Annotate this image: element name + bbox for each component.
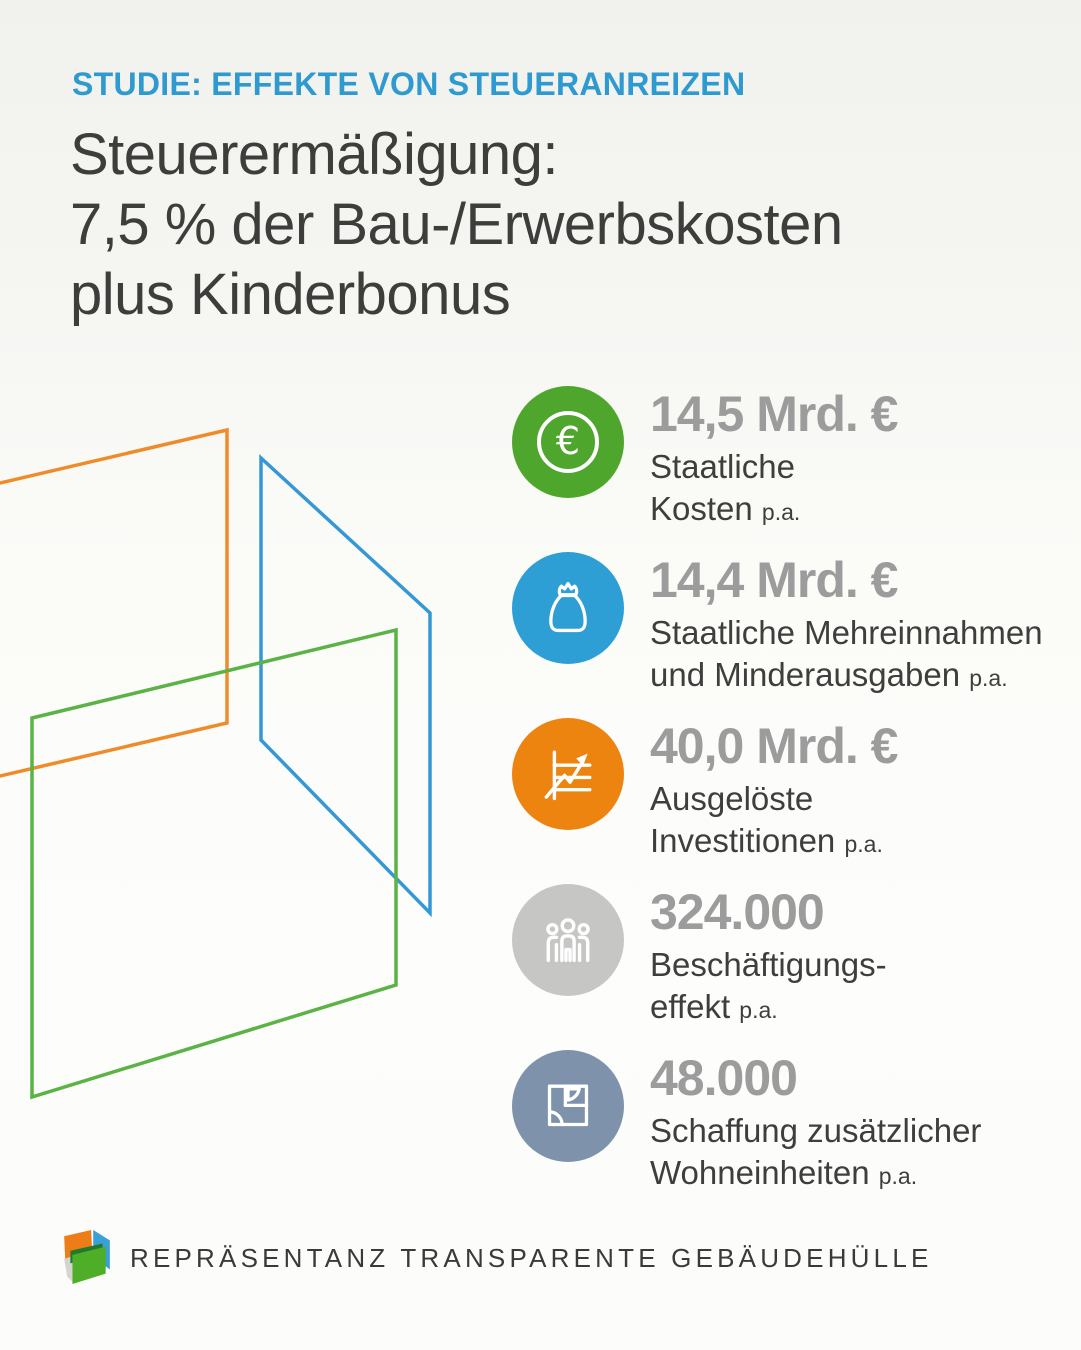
- per-annum-suffix: p.a.: [739, 997, 778, 1023]
- page-title: Steuerermäßigung: 7,5 % der Bau-/Erwerbs…: [70, 120, 843, 330]
- desc-text: Wohneinheiten: [650, 1154, 870, 1191]
- stat-desc-line-2: Kosten p.a.: [650, 488, 897, 533]
- money-bag-glyph: [549, 581, 587, 633]
- desc-text: effekt: [650, 988, 731, 1025]
- per-annum-suffix: p.a.: [969, 665, 1008, 691]
- desc-text: Investitionen: [650, 822, 836, 859]
- stat-text: 48.000 Schaffung zusätzlicher Wohneinhei…: [650, 1050, 981, 1197]
- logo-gray-facet: [64, 1255, 73, 1282]
- stat-text: 40,0 Mrd. € Ausgelöste Investitionen p.a…: [650, 718, 898, 865]
- stat-row-state-costs: € 14,5 Mrd. € Staatliche Kosten p.a.: [512, 386, 1072, 533]
- title-line-2: 7,5 % der Bau-/Erwerbskosten: [70, 192, 843, 257]
- money-bag-icon: [512, 552, 624, 664]
- stat-value: 48.000: [650, 1050, 798, 1106]
- growth-chart-glyph: [544, 750, 592, 801]
- floor-plan-icon: [512, 1050, 624, 1162]
- stat-desc-line-1: Beschäftigungs-: [650, 946, 887, 983]
- study-kicker: STUDIE: EFFEKTE VON STEUERANREIZEN: [72, 66, 746, 102]
- title-line-1: Steuerermäßigung:: [70, 122, 558, 187]
- logo-green-facet: [72, 1246, 106, 1284]
- stat-desc-line-2: und Minderausgaben p.a.: [650, 654, 1043, 699]
- desc-text: und Minderausgaben: [650, 656, 961, 693]
- stat-value: 324.000: [650, 884, 825, 940]
- stats-list: € 14,5 Mrd. € Staatliche Kosten p.a. 14,…: [512, 386, 1072, 1216]
- stat-row-investments: 40,0 Mrd. € Ausgelöste Investitionen p.a…: [512, 718, 1072, 865]
- stat-text: 14,5 Mrd. € Staatliche Kosten p.a.: [650, 386, 898, 533]
- stat-value: 14,5 Mrd. €: [650, 386, 898, 442]
- stat-row-housing-units: 48.000 Schaffung zusätzlicher Wohneinhei…: [512, 1050, 1072, 1197]
- stat-desc-line-1: Ausgelöste: [650, 780, 814, 817]
- stat-text: 324.000 Beschäftigungs- effekt p.a.: [650, 884, 887, 1031]
- stat-desc-line-2: Investitionen p.a.: [650, 820, 897, 865]
- per-annum-suffix: p.a.: [878, 1163, 918, 1189]
- per-annum-suffix: p.a.: [761, 499, 801, 525]
- stat-desc-line-1: Schaffung zusätzlicher: [650, 1112, 982, 1149]
- people-group-glyph: [546, 918, 590, 963]
- desc-text: Kosten: [650, 490, 753, 527]
- stat-desc-line-1: Staatliche Mehreinnahmen: [650, 614, 1043, 651]
- stat-text: 14,4 Mrd. € Staatliche Mehreinnahmen und…: [650, 552, 1043, 699]
- company-name: REPRÄSENTANZ TRANSPARENTE GEBÄUDEHÜLLE: [130, 1243, 933, 1273]
- stat-desc-line-2: effekt p.a.: [650, 986, 887, 1031]
- stat-value: 14,4 Mrd. €: [650, 552, 898, 608]
- title-line-3: plus Kinderbonus: [70, 262, 511, 327]
- orange-pane-outline: [0, 427, 229, 778]
- growth-chart-icon: [512, 718, 624, 830]
- per-annum-suffix: p.a.: [844, 831, 883, 857]
- floor-plan-glyph: [547, 1084, 589, 1127]
- stat-row-state-revenue: 14,4 Mrd. € Staatliche Mehreinnahmen und…: [512, 552, 1072, 699]
- euro-coin-icon: €: [512, 386, 624, 498]
- stat-desc-line-2: Wohneinheiten p.a.: [650, 1152, 981, 1197]
- stat-value: 40,0 Mrd. €: [650, 718, 898, 774]
- company-logo: [64, 1230, 110, 1284]
- stat-desc-line-1: Staatliche: [650, 448, 795, 485]
- euro-symbol: €: [537, 411, 599, 473]
- people-group-icon: [512, 884, 624, 996]
- stat-row-employment: 324.000 Beschäftigungs- effekt p.a.: [512, 884, 1072, 1031]
- blue-pane-outline: [259, 454, 432, 918]
- green-pane-outline: [30, 627, 398, 1100]
